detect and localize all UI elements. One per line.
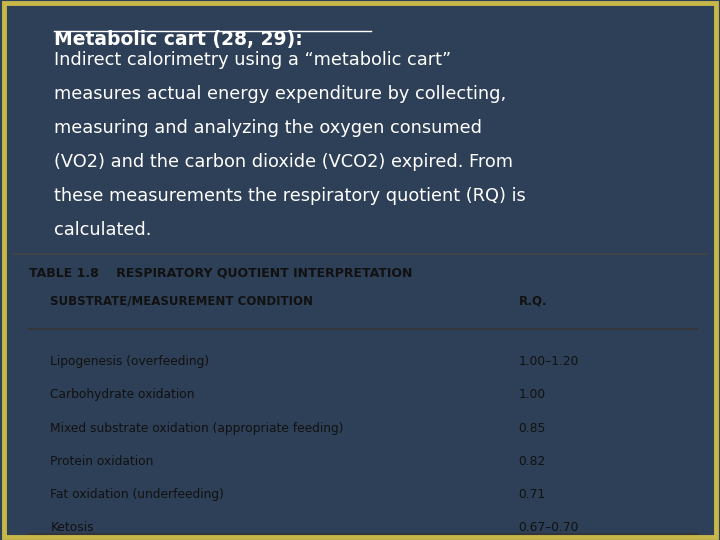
Text: 0.82: 0.82 xyxy=(518,455,546,468)
Text: 0.67–0.70: 0.67–0.70 xyxy=(518,521,579,534)
Text: Mixed substrate oxidation (appropriate feeding): Mixed substrate oxidation (appropriate f… xyxy=(50,422,344,435)
Text: Ketosis: Ketosis xyxy=(50,521,94,534)
Text: these measurements the respiratory quotient (RQ) is: these measurements the respiratory quoti… xyxy=(54,187,526,205)
Text: measures actual energy expenditure by collecting,: measures actual energy expenditure by co… xyxy=(54,85,506,103)
Text: 0.85: 0.85 xyxy=(518,422,546,435)
Text: SUBSTRATE/MEASUREMENT CONDITION: SUBSTRATE/MEASUREMENT CONDITION xyxy=(50,294,313,307)
Text: 1.00: 1.00 xyxy=(518,388,546,401)
Text: Indirect calorimetry using a “metabolic cart”: Indirect calorimetry using a “metabolic … xyxy=(54,51,451,70)
Text: Lipogenesis (overfeeding): Lipogenesis (overfeeding) xyxy=(50,355,210,368)
Text: Carbohydrate oxidation: Carbohydrate oxidation xyxy=(50,388,195,401)
Text: calculated.: calculated. xyxy=(54,221,151,239)
Text: R.Q.: R.Q. xyxy=(518,294,547,307)
Text: 1.00–1.20: 1.00–1.20 xyxy=(518,355,579,368)
Text: TABLE 1.8    RESPIRATORY QUOTIENT INTERPRETATION: TABLE 1.8 RESPIRATORY QUOTIENT INTERPRET… xyxy=(29,267,412,280)
Text: measuring and analyzing the oxygen consumed: measuring and analyzing the oxygen consu… xyxy=(54,119,482,137)
Text: Fat oxidation (underfeeding): Fat oxidation (underfeeding) xyxy=(50,488,224,501)
Text: Protein oxidation: Protein oxidation xyxy=(50,455,154,468)
Text: 0.71: 0.71 xyxy=(518,488,546,501)
Text: (VO2) and the carbon dioxide (VCO2) expired. From: (VO2) and the carbon dioxide (VCO2) expi… xyxy=(54,153,513,171)
Text: Metabolic cart (28, 29):: Metabolic cart (28, 29): xyxy=(54,30,302,49)
